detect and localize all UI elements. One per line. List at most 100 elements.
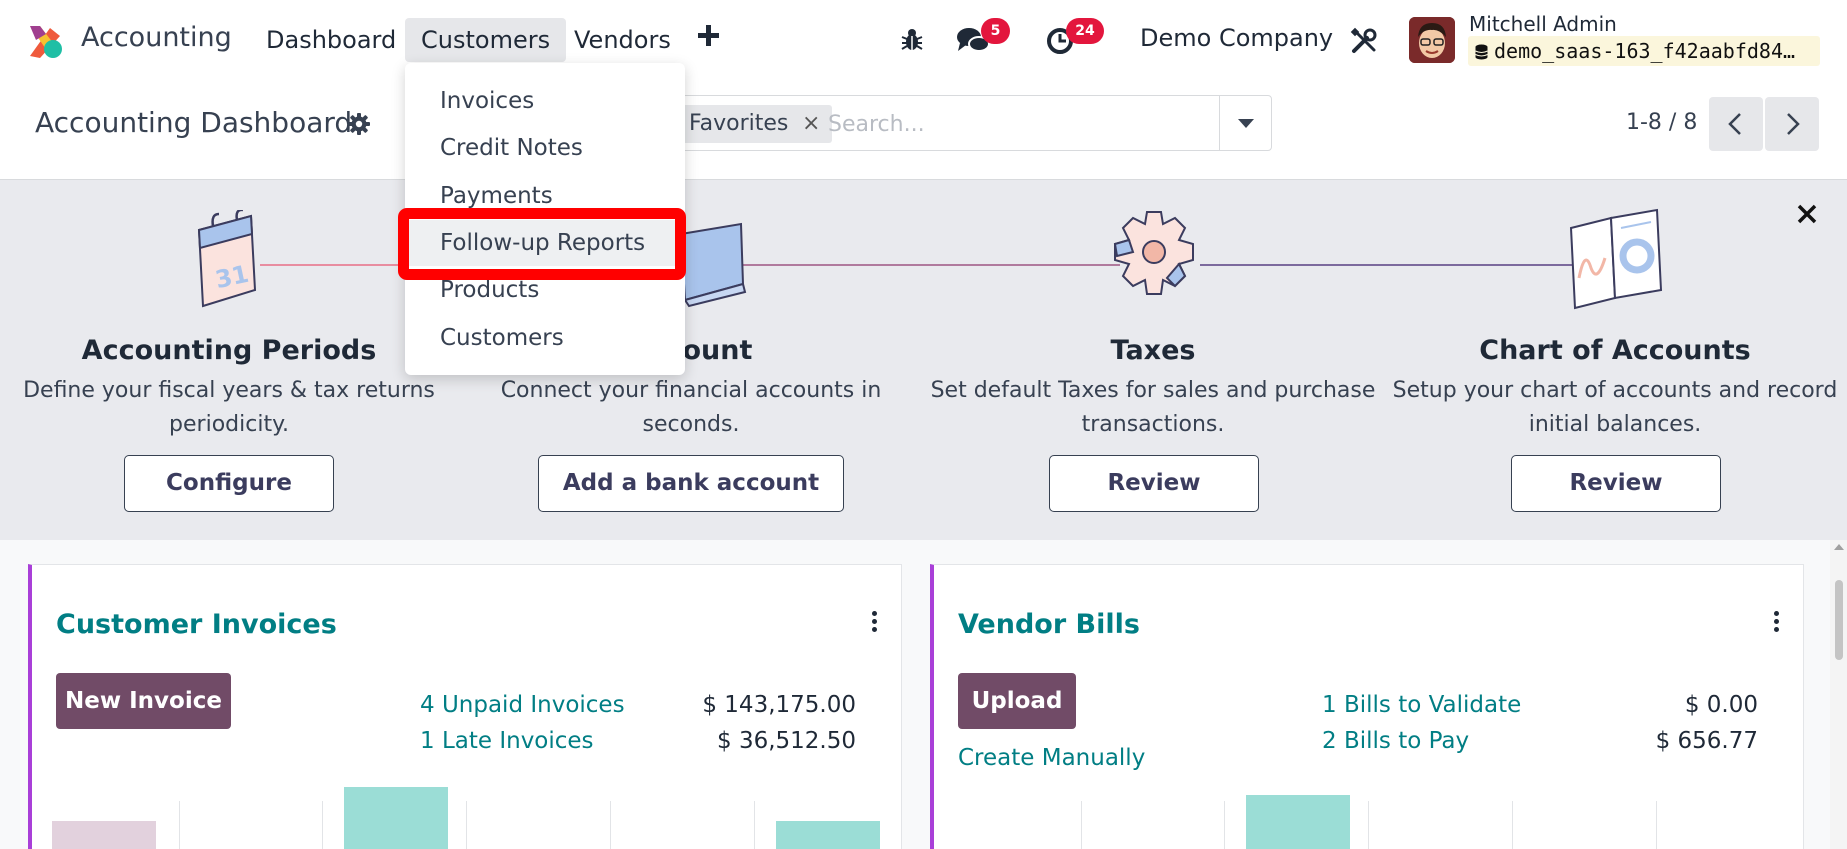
- page-scrollbar[interactable]: [1830, 540, 1847, 849]
- bills-to-validate-amount: $ 0.00: [1684, 692, 1758, 718]
- bills-to-validate-link[interactable]: 1 Bills to Validate: [1322, 692, 1522, 718]
- configure-button[interactable]: Configure: [124, 455, 334, 512]
- chat-icon[interactable]: [956, 26, 990, 56]
- pager-next-button[interactable]: [1765, 97, 1819, 151]
- graph-gridline: [1512, 801, 1513, 849]
- search-options-toggle[interactable]: [1219, 96, 1271, 150]
- late-invoices-link[interactable]: 1 Late Invoices: [420, 728, 594, 754]
- user-avatar[interactable]: [1409, 17, 1455, 63]
- step-description-line: initial balances.: [1528, 412, 1702, 437]
- search-input[interactable]: [828, 108, 1208, 140]
- search-bar: Favorites ×: [660, 95, 1272, 151]
- facet-label: Favorites: [689, 111, 789, 136]
- new-invoice-button[interactable]: New Invoice: [56, 673, 231, 729]
- menu-item-invoices[interactable]: Invoices: [440, 88, 535, 114]
- graph-gridline: [1368, 801, 1369, 849]
- graph-bar[interactable]: [344, 787, 448, 849]
- progress-line: [740, 264, 1120, 266]
- step-description-line: periodicity.: [169, 412, 289, 437]
- graph-bar[interactable]: [1246, 795, 1350, 849]
- menu-item-credit-notes[interactable]: Credit Notes: [440, 135, 583, 161]
- pager-previous-button[interactable]: [1709, 97, 1763, 151]
- onboarding-banner: 31 Accounting Periods Define your fiscal…: [0, 180, 1847, 540]
- graph-gridline: [1224, 801, 1225, 849]
- step-description-line: seconds.: [642, 412, 740, 437]
- step-description-line: Define your fiscal years & tax returns: [23, 378, 435, 403]
- step-description-line: Set default Taxes for sales and purchase: [930, 378, 1376, 403]
- remove-facet-icon[interactable]: ×: [801, 111, 821, 136]
- bills-to-pay-amount: $ 656.77: [1655, 728, 1758, 754]
- graph-bar[interactable]: [52, 821, 156, 849]
- create-manually-link[interactable]: Create Manually: [958, 745, 1146, 771]
- step-accounting-periods: 31 Accounting Periods Define your fiscal…: [0, 180, 459, 540]
- page-title: Accounting Dashboard: [35, 106, 353, 139]
- late-invoices-amount: $ 36,512.50: [717, 728, 856, 754]
- customer-invoices-card: Customer Invoices New Invoice 4 Unpaid I…: [28, 564, 902, 849]
- chevron-right-icon: [1787, 113, 1800, 135]
- step-description-line: transactions.: [1081, 412, 1225, 437]
- company-switcher[interactable]: Demo Company: [1140, 24, 1334, 52]
- step-description: Connect your financial accounts in secon…: [461, 374, 921, 442]
- graph-gridline: [1656, 801, 1657, 849]
- bank-icon: [679, 222, 747, 308]
- kebab-menu-icon[interactable]: [1770, 611, 1782, 635]
- plus-icon[interactable]: [697, 24, 721, 48]
- scroll-up-arrow[interactable]: [1834, 544, 1844, 550]
- step-chart-of-accounts: Chart of Accounts Setup your chart of ac…: [1385, 180, 1845, 540]
- menu-item-customers[interactable]: Customers: [440, 325, 564, 351]
- graph-gridline: [610, 801, 611, 849]
- journal-title[interactable]: Customer Invoices: [56, 609, 337, 640]
- top-navbar: Accounting Dashboard Customers Vendors 5…: [0, 0, 1847, 80]
- accounting-app-icon[interactable]: [26, 22, 64, 60]
- step-description: Set default Taxes for sales and purchase…: [923, 374, 1383, 442]
- menu-item-products[interactable]: Products: [440, 277, 540, 303]
- menu-item-follow-up-reports[interactable]: Follow-up Reports: [405, 220, 685, 266]
- graph-bar[interactable]: [776, 821, 880, 849]
- database-name[interactable]: demo_saas-163_f42aabfd84…: [1468, 36, 1820, 66]
- menu-dashboard[interactable]: Dashboard: [266, 26, 397, 54]
- menu-customers[interactable]: Customers: [405, 18, 567, 62]
- menu-item-payments[interactable]: Payments: [440, 183, 553, 209]
- step-taxes: Taxes Set default Taxes for sales and pu…: [923, 180, 1383, 540]
- highlight-annotation: [398, 208, 686, 280]
- pager-value[interactable]: 1-8 / 8: [1626, 110, 1698, 135]
- step-bank-account: Account Connect your financial accounts …: [461, 180, 921, 540]
- messages-badge: 5: [981, 18, 1010, 44]
- upload-button[interactable]: Upload: [958, 673, 1076, 729]
- settings-tools-icon[interactable]: [1350, 27, 1378, 55]
- scrollbar-thumb[interactable]: [1835, 580, 1843, 660]
- add-bank-account-button[interactable]: Add a bank account: [538, 455, 844, 512]
- step-description-line: Setup your chart of accounts and record: [1392, 378, 1838, 403]
- vendor-bills-card: Vendor Bills Upload Create Manually 1 Bi…: [930, 564, 1804, 849]
- step-description-line: Connect your financial accounts in: [500, 378, 882, 403]
- review-chart-button[interactable]: Review: [1511, 455, 1721, 512]
- close-icon[interactable]: [1795, 202, 1819, 226]
- step-title: Chart of Accounts: [1479, 335, 1751, 366]
- chart-book-icon: [1569, 208, 1663, 310]
- menu-vendors[interactable]: Vendors: [574, 26, 671, 54]
- step-title: Taxes: [1110, 335, 1196, 366]
- journal-dashboard: Customer Invoices New Invoice 4 Unpaid I…: [0, 540, 1847, 849]
- chevron-left-icon: [1728, 113, 1741, 135]
- app-name[interactable]: Accounting: [81, 22, 232, 53]
- review-taxes-button[interactable]: Review: [1049, 455, 1259, 512]
- kebab-menu-icon[interactable]: [868, 611, 880, 635]
- journal-title[interactable]: Vendor Bills: [958, 609, 1140, 640]
- graph-gridline: [1081, 801, 1082, 849]
- graph-gridline: [322, 801, 323, 849]
- graph-gridline: [179, 801, 180, 849]
- graph-gridline: [466, 801, 467, 849]
- favorites-facet: Favorites ×: [671, 105, 833, 143]
- gear-icon[interactable]: [347, 112, 371, 136]
- graph-gridline: [754, 801, 755, 849]
- unpaid-invoices-amount: $ 143,175.00: [702, 692, 856, 718]
- progress-line: [260, 264, 410, 266]
- database-icon: [1475, 44, 1488, 60]
- bug-icon[interactable]: [899, 27, 925, 53]
- activities-badge: 24: [1066, 18, 1104, 44]
- user-name[interactable]: Mitchell Admin: [1469, 12, 1617, 36]
- progress-line: [1200, 264, 1580, 266]
- unpaid-invoices-link[interactable]: 4 Unpaid Invoices: [420, 692, 625, 718]
- cog-icon: [1113, 211, 1194, 295]
- bills-to-pay-link[interactable]: 2 Bills to Pay: [1322, 728, 1470, 754]
